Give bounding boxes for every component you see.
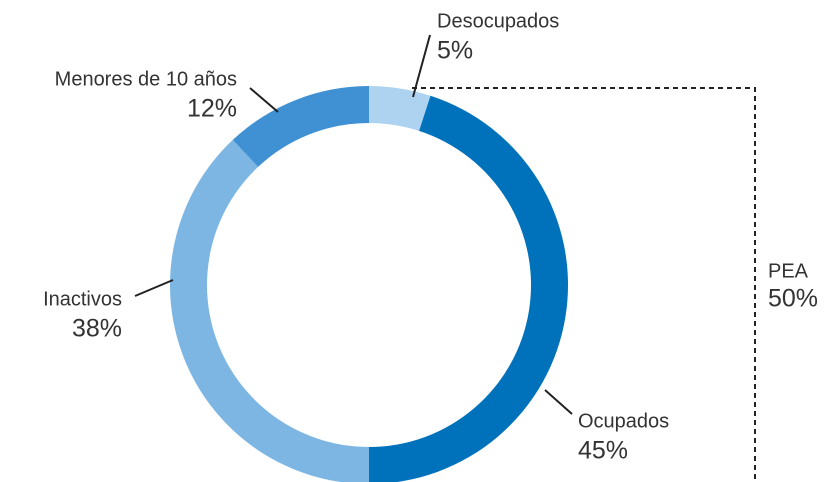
bracket-label: PEA — [768, 260, 809, 282]
donut-segment — [232, 86, 369, 167]
value-label: 38% — [72, 315, 122, 343]
bracket-value-label: 50% — [768, 285, 818, 313]
donut-segment — [369, 95, 568, 482]
value-label: 12% — [187, 95, 237, 123]
value-label: 5% — [437, 37, 473, 65]
donut-segment — [369, 86, 431, 131]
value-label: 45% — [578, 437, 628, 465]
category-label: Menores de 10 años — [55, 68, 237, 90]
category-label: Ocupados — [578, 410, 669, 432]
leader-line — [412, 34, 431, 98]
leader-line — [134, 279, 174, 297]
pea-bracket — [412, 87, 756, 482]
category-label: Inactivos — [43, 288, 122, 310]
donut-segment — [169, 139, 369, 482]
leader-line — [249, 87, 279, 113]
leader-line — [544, 389, 573, 415]
category-label: Desocupados — [437, 10, 559, 32]
